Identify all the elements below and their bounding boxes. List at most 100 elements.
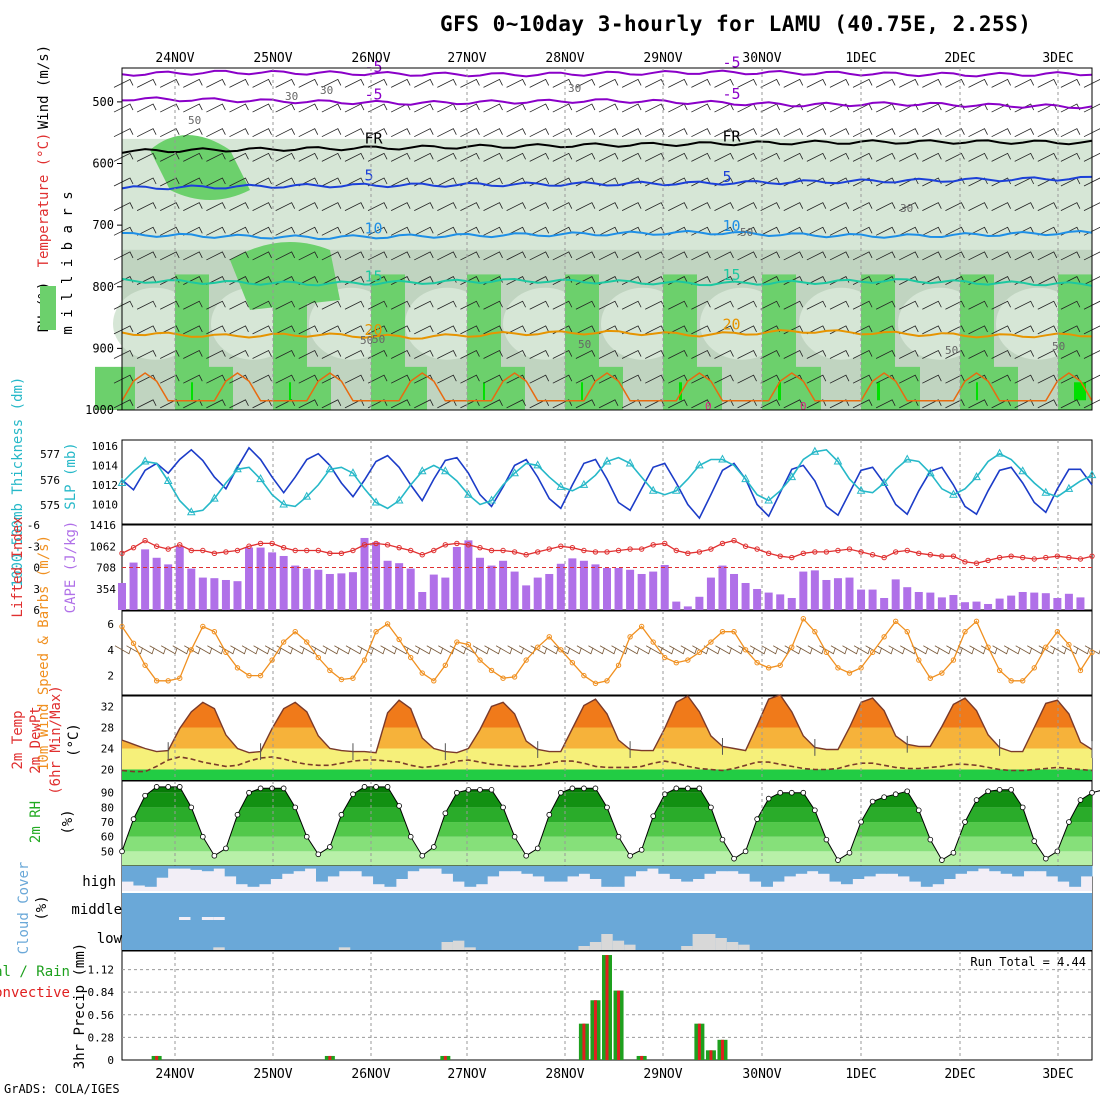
rh2m-marker bbox=[673, 785, 680, 792]
wind-barb bbox=[506, 103, 526, 113]
precip-conv-bar bbox=[582, 1023, 586, 1060]
wind10-marker bbox=[916, 657, 922, 663]
wind-barb bbox=[136, 128, 157, 138]
wind-barb bbox=[714, 177, 734, 187]
rh2m-marker bbox=[200, 833, 206, 840]
wind-barb bbox=[598, 300, 619, 310]
y-tick-label-slp: 1016 bbox=[92, 440, 119, 453]
wind10-barb bbox=[692, 645, 709, 655]
wind-barb bbox=[529, 350, 550, 359]
thickness-marker bbox=[140, 456, 150, 465]
cape-bar bbox=[221, 579, 230, 610]
y-tick-label-thickness: 576 bbox=[40, 474, 60, 487]
thickness-marker bbox=[233, 464, 242, 473]
cloud-low-bar bbox=[704, 934, 716, 950]
wind-barb bbox=[552, 177, 573, 187]
wind-barb bbox=[298, 399, 319, 409]
wind10-barb bbox=[357, 645, 374, 655]
wind-barb bbox=[437, 399, 457, 409]
li-marker bbox=[500, 547, 506, 554]
wind-barb bbox=[206, 103, 226, 113]
wind-barb bbox=[275, 103, 296, 113]
cloud-low-bar bbox=[589, 942, 602, 950]
wind10-barb bbox=[888, 645, 906, 655]
rh2m-marker bbox=[985, 788, 991, 795]
wind10-marker bbox=[1031, 665, 1037, 671]
cloud-high-bar bbox=[977, 866, 990, 869]
wind10-barb bbox=[992, 645, 1009, 655]
wind-barb bbox=[922, 78, 942, 88]
cloud-high-bar bbox=[213, 866, 226, 869]
wind10-marker bbox=[858, 665, 864, 671]
wind-barb bbox=[160, 374, 180, 384]
wind10-barb bbox=[634, 645, 652, 655]
wind-barb bbox=[899, 374, 919, 384]
cloud-high-bar bbox=[1046, 866, 1059, 877]
lifted-index-line bbox=[121, 539, 1093, 564]
thickness-marker bbox=[279, 499, 289, 508]
x-date-label-bottom: 27NOV bbox=[447, 1067, 486, 1082]
wind10-marker bbox=[500, 675, 506, 681]
wind-barb bbox=[344, 152, 365, 162]
thickness-marker bbox=[764, 495, 774, 504]
cape-bar bbox=[568, 558, 577, 610]
rh2m-marker bbox=[1089, 789, 1095, 796]
wind-barb bbox=[367, 226, 388, 236]
wind-barb bbox=[1060, 78, 1081, 88]
wind10-marker bbox=[200, 623, 206, 630]
wind-barb bbox=[206, 300, 226, 310]
li-marker bbox=[338, 550, 345, 557]
wind-barb bbox=[483, 251, 503, 261]
thickness-marker bbox=[925, 468, 935, 477]
thickness-marker bbox=[256, 474, 265, 483]
cloud-high-bar bbox=[122, 866, 134, 882]
wind-barb bbox=[991, 152, 1011, 162]
x-date-label-top: 3DEC bbox=[1042, 51, 1073, 66]
wind-barb bbox=[760, 251, 781, 261]
cape-bar bbox=[833, 578, 842, 610]
wind-barb bbox=[367, 276, 388, 285]
wind-barb bbox=[714, 128, 734, 138]
cloud-high-bar bbox=[144, 866, 157, 887]
li-marker bbox=[361, 542, 368, 548]
li-marker bbox=[823, 549, 830, 555]
isotherm-label: 10 bbox=[365, 220, 383, 238]
wind-barb bbox=[506, 202, 526, 212]
wind-barb bbox=[1014, 374, 1035, 384]
wind-barb bbox=[460, 350, 480, 359]
wind-barb bbox=[136, 177, 157, 187]
ylabel-temperature: Temperature (°C) bbox=[36, 133, 52, 268]
wind-barb bbox=[714, 78, 734, 88]
wind-barb bbox=[529, 251, 550, 261]
wind-barb bbox=[206, 399, 226, 409]
x-date-label-top: 26NOV bbox=[351, 51, 390, 66]
rh2m-marker bbox=[661, 791, 668, 797]
rh2m-marker bbox=[373, 784, 379, 790]
wind-barb bbox=[367, 78, 388, 88]
cape-bar bbox=[360, 537, 369, 610]
wind-barb bbox=[899, 177, 919, 187]
wind-barb bbox=[506, 251, 526, 261]
wind10-marker bbox=[142, 662, 148, 668]
wind10-barb bbox=[149, 645, 167, 655]
wind10-marker bbox=[881, 634, 887, 640]
wind-barb bbox=[1014, 300, 1035, 310]
wind-barb bbox=[483, 152, 503, 162]
wind-barb bbox=[783, 350, 804, 359]
cloud-high-bar bbox=[578, 866, 591, 874]
wind-barb bbox=[321, 276, 342, 285]
wind-barb bbox=[714, 251, 734, 261]
wind-barb bbox=[1083, 399, 1100, 409]
wind10-barb bbox=[230, 645, 247, 655]
wind-barb bbox=[806, 226, 827, 236]
wind-barb bbox=[1037, 128, 1058, 138]
cloud-high-bar bbox=[783, 866, 796, 877]
wind-barb bbox=[991, 399, 1011, 409]
wind-barb bbox=[945, 350, 965, 359]
li-marker bbox=[511, 549, 518, 555]
x-date-label-bottom: 3DEC bbox=[1042, 1067, 1073, 1082]
wind-barb bbox=[160, 202, 180, 212]
wind-barb bbox=[460, 202, 480, 212]
li-marker bbox=[939, 553, 945, 559]
wind10-marker bbox=[1077, 667, 1084, 674]
